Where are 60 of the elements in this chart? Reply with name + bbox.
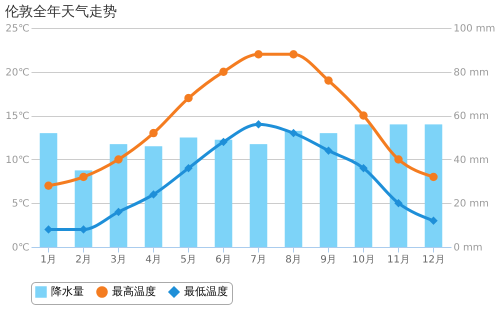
x-tick-label: 4月 [145,254,162,266]
x-tick-label: 5月 [180,254,197,266]
point [429,216,438,225]
point [254,50,263,58]
point [149,128,158,138]
point [219,68,228,76]
x-tick-label: 2月 [75,254,92,266]
point [359,164,368,172]
x-tick-label: 8月 [285,254,302,266]
bar [214,140,232,247]
x-tick-label: 1月 [40,254,57,266]
y-tick-label: 25℃ [6,24,30,34]
y2-tick-label: 100 mm [454,24,496,34]
bar [180,138,198,247]
x-tick-label: 7月 [250,254,267,266]
point [149,190,158,199]
y2-tick-label: 20 mm [454,198,489,210]
x-tick-label: 11月 [387,254,410,266]
point [289,128,298,138]
bar [110,144,128,247]
y-tick-label: 15℃ [6,111,30,122]
bar [284,130,302,247]
y2-tick-label: 60 mm [454,111,489,122]
legend-label: 最高温度 [112,285,156,298]
x-tick-label: 10月 [352,254,375,266]
bar [144,146,162,247]
legend-label: 最低温度 [184,285,228,298]
point [429,172,438,182]
x-tick-label: 9月 [320,254,337,266]
bar [250,144,268,247]
point [289,50,298,58]
point [394,155,403,164]
y2-tick-label: 40 mm [454,154,489,166]
x-tick-label: 12月 [422,254,445,266]
point [324,146,333,155]
bar [390,124,408,247]
legend-label: 降水量 [51,285,84,298]
point [79,172,88,182]
point [394,199,403,208]
y-tick-label: 0℃ [12,242,30,254]
y-tick-label: 20℃ [6,67,30,78]
point [114,155,123,164]
y2-tick-label: 0 mm [454,242,483,254]
bar [40,133,58,247]
point [219,138,228,146]
bar [424,124,442,247]
point [184,94,193,102]
point [44,182,53,190]
point [114,208,123,216]
y2-tick-label: 80 mm [454,67,489,78]
bar [354,124,372,247]
point [324,76,333,85]
point [359,111,368,120]
y-tick-label: 10℃ [6,154,30,166]
y-tick-label: 5℃ [12,198,30,210]
x-tick-label: 3月 [110,254,127,266]
x-tick-label: 6月 [215,254,232,266]
point [184,164,193,172]
chart-title: 伦敦全年天气走势 [5,4,118,20]
bar [320,133,338,247]
